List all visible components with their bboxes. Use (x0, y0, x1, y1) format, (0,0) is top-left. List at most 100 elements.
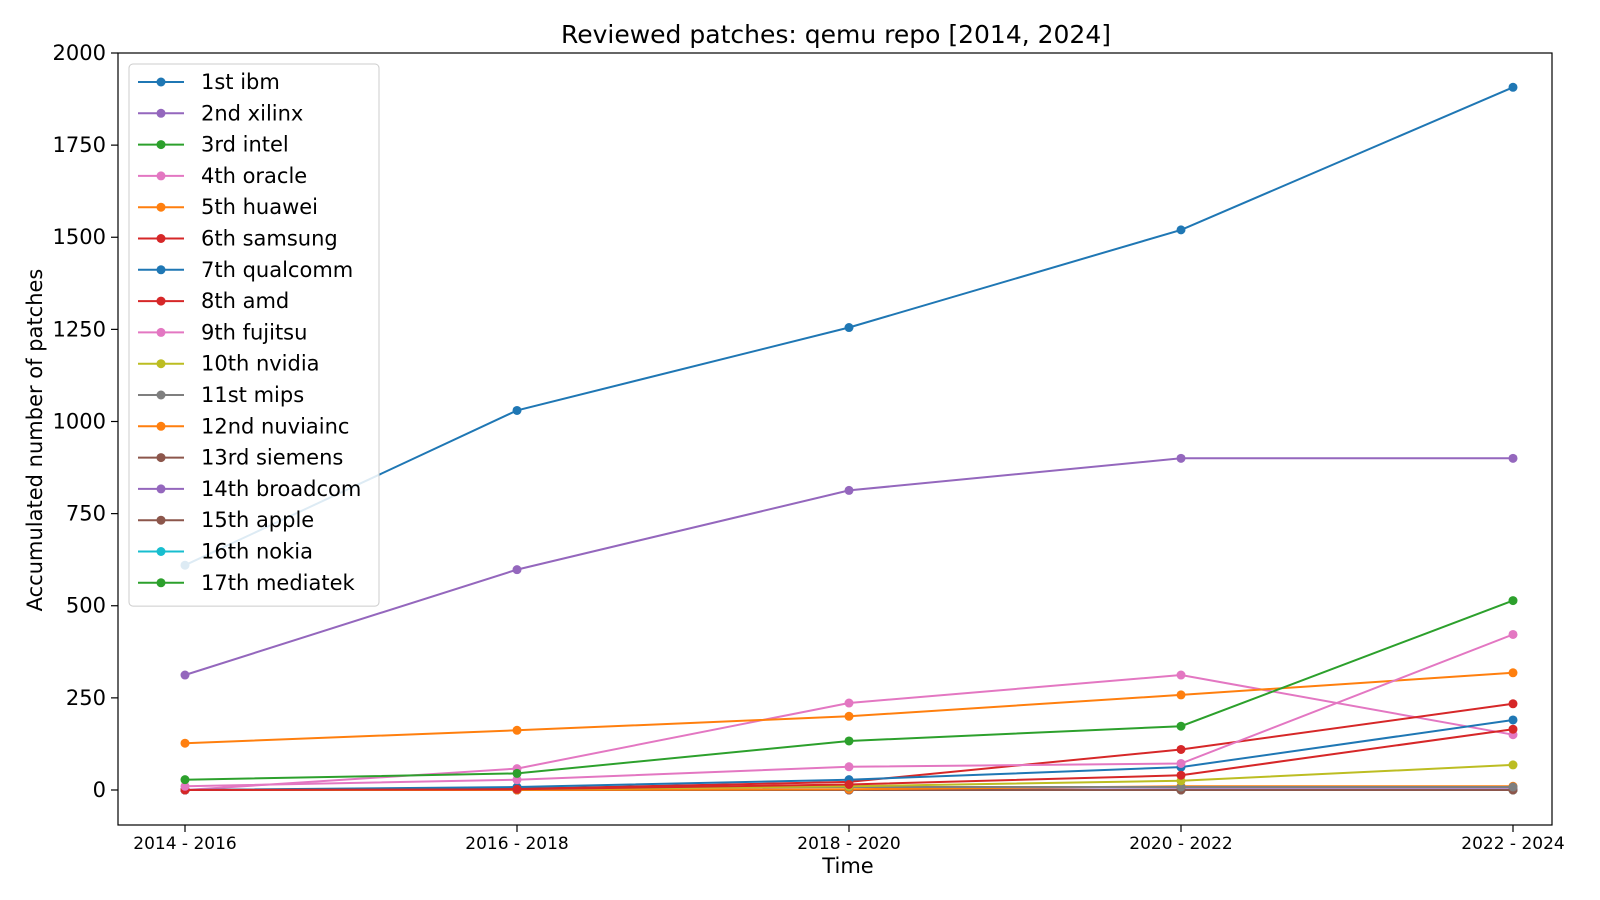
legend-label: 9th fujitsu (201, 320, 307, 344)
legend-swatch-marker (156, 390, 166, 400)
data-point (180, 781, 190, 791)
data-point (1176, 453, 1186, 463)
legend-entry: 4th oracle (138, 164, 307, 188)
legend-entry: 16th nokia (138, 540, 313, 564)
series-4 (180, 629, 1518, 791)
y-tick-label: 1750 (53, 133, 106, 157)
legend-label: 17th mediatek (201, 571, 356, 595)
legend-entry: 13rd siemens (138, 446, 343, 470)
data-point (1508, 782, 1518, 792)
data-point (1176, 721, 1186, 731)
legend-label: 16th nokia (201, 540, 313, 564)
legend-entry: 3rd intel (138, 133, 289, 157)
legend-label: 1st ibm (201, 70, 280, 94)
data-point (512, 784, 522, 794)
data-point (844, 485, 854, 495)
legend-swatch-marker (156, 77, 166, 87)
legend-swatch-marker (156, 421, 166, 431)
data-point (1508, 715, 1518, 725)
legend-entry: 6th samsung (138, 227, 338, 251)
legend-swatch-marker (156, 296, 166, 306)
data-point (1176, 782, 1186, 792)
legend-label: 4th oracle (201, 164, 307, 188)
legend-label: 6th samsung (201, 227, 338, 251)
data-point (1508, 596, 1518, 606)
data-point (512, 565, 522, 575)
data-point (180, 670, 190, 680)
legend-swatch-marker (156, 484, 166, 494)
data-point (180, 775, 190, 785)
legend-swatch-marker (156, 265, 166, 275)
legend-entry: 11st mips (138, 383, 304, 407)
legend-swatch-marker (156, 327, 166, 337)
series-6 (180, 724, 1518, 795)
legend-label: 14th broadcom (201, 477, 361, 501)
data-point (1176, 690, 1186, 700)
legend-entry: 5th huawei (138, 195, 318, 219)
legend: 1st ibm 2nd xilinx 3rd intel 4th oracle … (128, 63, 380, 607)
data-point (1176, 225, 1186, 235)
data-point (512, 725, 522, 735)
data-point (1508, 668, 1518, 678)
y-tick-label: 0 (93, 778, 106, 802)
y-tick-label: 250 (66, 686, 106, 710)
data-point (1508, 724, 1518, 734)
y-tick-label: 750 (66, 502, 106, 526)
legend-swatch-marker (156, 359, 166, 369)
data-point (1176, 670, 1186, 680)
legend-swatch-marker (156, 234, 166, 243)
legend-swatch-marker (156, 578, 166, 588)
y-tick-label: 500 (66, 594, 106, 618)
legend-swatch-marker (156, 108, 166, 118)
legend-label: 8th amd (201, 289, 289, 313)
legend-entry: 12nd nuviainc (138, 414, 349, 438)
data-point (1508, 699, 1518, 709)
data-point (844, 698, 854, 708)
legend-label: 2nd xilinx (201, 101, 303, 125)
data-point (1508, 82, 1518, 92)
legend-box (128, 63, 380, 607)
legend-label: 12nd nuviainc (201, 414, 349, 438)
x-tick-label: 2020 - 2022 (1129, 834, 1232, 854)
y-tick-label: 1500 (53, 225, 106, 249)
data-point (1176, 744, 1186, 754)
legend-swatch-marker (156, 202, 166, 212)
y-tick-label: 2000 (53, 41, 106, 65)
legend-entry: 17th mediatek (138, 571, 356, 595)
plot-frame (117, 52, 1553, 826)
y-tick-label: 1000 (53, 409, 106, 433)
legend-entry: 14th broadcom (138, 477, 361, 501)
legend-label: 5th huawei (201, 195, 318, 219)
data-point (844, 779, 854, 789)
chart-title: Reviewed patches: qemu repo [2014, 2024] (561, 20, 1111, 49)
legend-label: 11st mips (201, 383, 304, 407)
data-point (1176, 770, 1186, 780)
legend-label: 15th apple (201, 508, 314, 532)
y-axis-label: Accumulated number of patches (23, 269, 47, 612)
data-point (1176, 758, 1186, 768)
legend-swatch-marker (156, 453, 166, 463)
data-point (844, 736, 854, 746)
x-tick-label: 2018 - 2020 (797, 834, 900, 854)
data-point (1508, 629, 1518, 639)
series-2 (180, 453, 1518, 680)
legend-label: 3rd intel (201, 133, 289, 157)
x-tick-label: 2016 - 2018 (465, 834, 568, 854)
legend-label: 13rd siemens (201, 446, 343, 470)
data-point (1508, 453, 1518, 463)
legend-swatch-marker (156, 547, 166, 556)
series-5 (180, 668, 1518, 748)
plot-area: 0 250 500 750 1000 1250 1500 1750 2000 2014 - 201… (53, 41, 1565, 854)
x-tick-label: 2022 - 2024 (1461, 834, 1564, 854)
data-point (512, 405, 522, 415)
legend-entry: 9th fujitsu (138, 320, 307, 344)
data-point (1508, 760, 1518, 770)
legend-entry: 7th qualcomm (138, 258, 353, 282)
legend-label: 10th nvidia (201, 352, 320, 376)
legend-swatch-marker (156, 515, 166, 525)
data-point (844, 762, 854, 772)
x-axis-label: Time (821, 854, 873, 878)
y-tick-label: 1250 (53, 317, 106, 341)
legend-label: 7th qualcomm (201, 258, 353, 282)
data-point (512, 768, 522, 778)
